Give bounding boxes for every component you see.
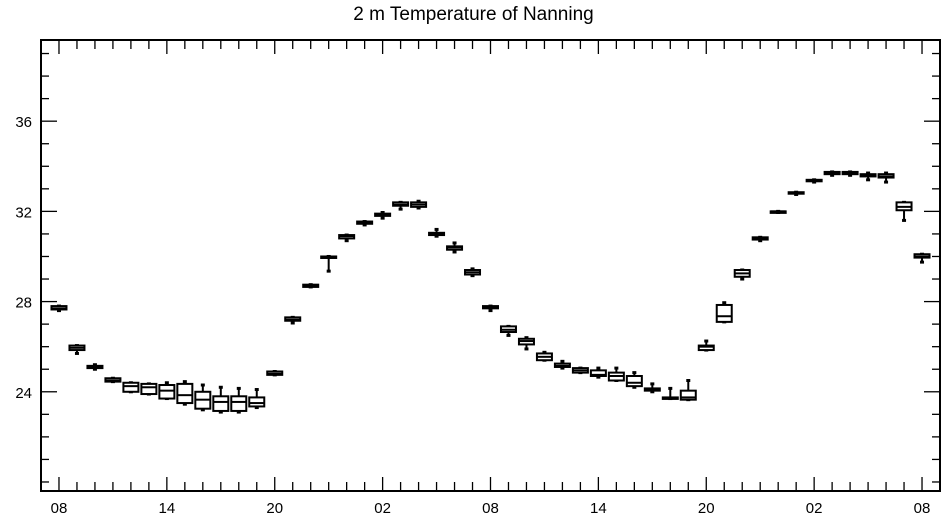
- y-axis: 24 28 32 36: [15, 52, 940, 483]
- box-item: [913, 252, 931, 264]
- box-item: [607, 366, 625, 383]
- box-item: [661, 386, 679, 401]
- box-item: [194, 383, 212, 412]
- box-item: [482, 304, 499, 313]
- box-item: [697, 339, 715, 352]
- box-item: [499, 324, 517, 337]
- box-item: [338, 233, 356, 243]
- box-series: [50, 170, 931, 414]
- box-item: [428, 227, 446, 238]
- box-rect: [625, 374, 643, 388]
- box-item: [374, 211, 392, 220]
- box-rect: [589, 369, 607, 377]
- box-item: [158, 381, 176, 401]
- box-item: [230, 386, 248, 414]
- box-item: [68, 344, 86, 355]
- box-item: [625, 371, 643, 389]
- box-rect: [140, 382, 158, 396]
- box-item: [877, 171, 895, 184]
- box-item: [733, 268, 751, 281]
- box-item: [446, 241, 464, 254]
- box-item: [50, 304, 68, 313]
- box-item: [715, 301, 733, 324]
- box-item: [553, 359, 571, 370]
- box-item: [392, 200, 410, 211]
- box-item: [302, 283, 320, 289]
- box-item: [895, 200, 913, 222]
- y-tick-label: 32: [15, 204, 32, 221]
- x-tick-label: 08: [914, 500, 931, 517]
- box-rect: [230, 395, 248, 412]
- box-item: [122, 381, 140, 394]
- x-tick-label: 02: [374, 500, 391, 517]
- x-tick-label: 14: [159, 500, 176, 517]
- box-item: [805, 178, 823, 184]
- box-rect: [715, 303, 733, 323]
- box-item: [140, 382, 158, 396]
- box-rect: [122, 381, 140, 393]
- box-item: [679, 379, 697, 402]
- box-item: [320, 254, 338, 273]
- box-item: [464, 267, 482, 278]
- box-item: [86, 363, 104, 371]
- box-item: [212, 385, 230, 414]
- x-tick-label: 08: [482, 500, 499, 517]
- box-rect: [248, 396, 266, 408]
- box-item: [841, 170, 859, 177]
- box-item: [176, 380, 194, 406]
- box-item: [769, 209, 787, 215]
- x-tick-label: 20: [698, 500, 715, 517]
- x-tick-label: 20: [266, 500, 283, 517]
- box-rect: [697, 344, 715, 352]
- x-tick-label: 08: [51, 500, 68, 517]
- box-item: [823, 170, 841, 177]
- box-item: [859, 171, 877, 182]
- box-item: [356, 220, 374, 227]
- x-axis: 08 14 20 02 08 14 20 02 08: [51, 40, 931, 517]
- box-rect: [212, 395, 230, 412]
- x-tick-label: 02: [806, 500, 823, 517]
- y-tick-label: 36: [15, 114, 32, 131]
- box-item: [751, 235, 769, 243]
- box-rect: [679, 389, 697, 401]
- box-item: [248, 388, 266, 410]
- box-item: [104, 376, 122, 384]
- box-rect: [176, 382, 194, 405]
- box-item: [787, 190, 805, 196]
- box-item: [410, 199, 428, 210]
- box-item: [643, 382, 661, 394]
- box-item: [266, 369, 284, 377]
- x-tick-label: 14: [590, 500, 607, 517]
- box-item: [571, 366, 589, 375]
- box-item: [589, 366, 607, 379]
- box-item: [517, 336, 535, 351]
- y-tick-label: 28: [15, 295, 32, 312]
- chart-title: 2 m Temperature of Nanning: [353, 4, 594, 25]
- box-item: [535, 350, 553, 362]
- plot-frame: [40, 39, 941, 492]
- y-tick-label: 24: [15, 385, 32, 402]
- box-item: [284, 315, 302, 325]
- box-rect: [158, 384, 176, 400]
